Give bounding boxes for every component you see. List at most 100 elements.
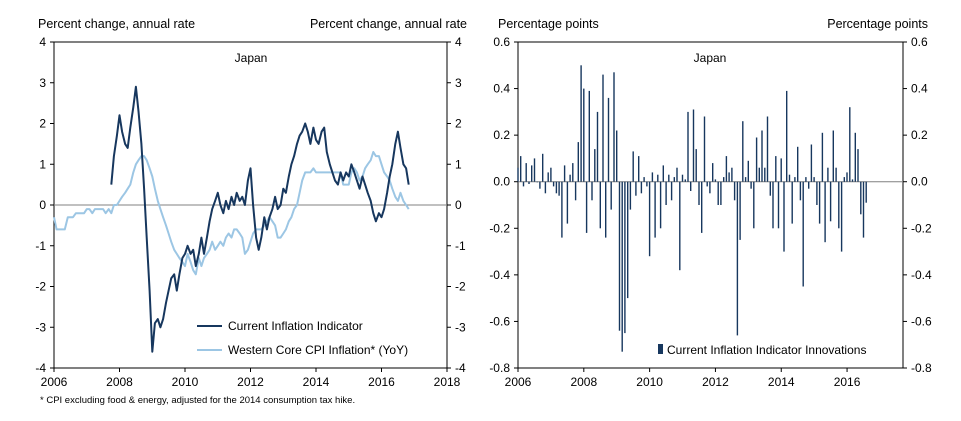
innovation-bar	[572, 163, 574, 182]
left-ytick-label-left: 1	[39, 157, 46, 171]
right-ytick-label-left: 0.4	[493, 82, 510, 96]
innovation-bar	[846, 172, 848, 182]
innovation-bar	[566, 181, 569, 224]
innovation-bar	[676, 167, 678, 182]
innovation-bar	[733, 181, 736, 201]
left-ytick-label-left: 4	[39, 35, 46, 49]
left-ytick-label-left: 3	[39, 76, 46, 90]
innovation-bar	[646, 181, 648, 187]
left-ytick-label-right: 0	[455, 198, 462, 212]
innovation-bar	[569, 174, 571, 182]
left-ytick-label-right: 3	[455, 76, 462, 90]
innovation-bar	[616, 130, 618, 182]
innovation-bar	[684, 179, 686, 182]
innovation-bar	[577, 142, 579, 182]
left-ytick-label-right: -1	[455, 239, 466, 253]
innovation-bar	[808, 181, 810, 189]
innovation-bar	[755, 137, 758, 182]
innovation-bar	[736, 181, 739, 336]
innovation-bar	[769, 181, 771, 196]
innovation-bar	[552, 181, 555, 187]
left-ylabel-left: Percent change, annual rate	[38, 17, 195, 31]
innovation-bar	[824, 181, 826, 243]
innovation-bar	[703, 116, 706, 182]
innovation-bar	[585, 181, 588, 233]
innovation-bar	[786, 90, 788, 182]
innovation-bar	[539, 181, 541, 189]
left-xtick-label: 2008	[106, 375, 133, 389]
innovation-bar	[772, 181, 774, 229]
left-xtick-label: 2012	[237, 375, 264, 389]
right-xtick-label: 2016	[834, 375, 861, 389]
left-ytick-label-right: -4	[455, 361, 466, 375]
innovation-bar	[698, 181, 700, 205]
innovation-bar	[561, 181, 563, 238]
innovation-bar	[547, 172, 549, 182]
innovation-bar	[533, 158, 536, 182]
left-ytick-label-right: 1	[455, 157, 462, 171]
right-xtick-label: 2010	[636, 375, 663, 389]
right-xtick-label: 2012	[702, 375, 729, 389]
innovation-bar	[618, 181, 621, 331]
innovation-bar	[840, 181, 843, 252]
right-ytick-label-left: 0.2	[493, 128, 510, 142]
innovation-bar	[695, 149, 697, 182]
left-chart-title: Japan	[235, 51, 268, 65]
right-ytick-label-right: -0.8	[911, 361, 932, 375]
innovation-bar	[818, 181, 821, 224]
innovation-bar	[574, 181, 577, 201]
innovation-bar	[813, 177, 815, 182]
innovation-bar	[643, 177, 645, 182]
innovation-bar	[670, 181, 673, 201]
innovation-bar	[668, 174, 670, 182]
innovation-bar	[594, 149, 596, 182]
innovation-bar	[635, 181, 637, 196]
innovation-bar	[659, 181, 662, 229]
left-ytick-label-left: -4	[35, 361, 46, 375]
innovation-bar	[851, 179, 854, 182]
innovation-bar	[728, 172, 730, 182]
innovation-bar	[627, 181, 629, 299]
innovation-bar	[640, 181, 643, 194]
innovation-bar	[624, 181, 626, 334]
right-xtick-label: 2014	[768, 375, 795, 389]
innovation-bar	[520, 156, 522, 182]
innovation-bar	[860, 181, 862, 215]
innovation-bar	[780, 158, 782, 182]
innovation-bar	[599, 181, 601, 229]
innovation-bar	[783, 181, 785, 252]
right-ylabel-left: Percentage points	[498, 17, 599, 31]
innovation-bar	[638, 156, 640, 182]
innovation-bar	[714, 179, 717, 182]
innovation-bar	[854, 132, 856, 182]
innovation-bar	[701, 181, 703, 233]
innovation-bar	[525, 163, 527, 182]
innovation-bar	[517, 167, 519, 182]
left-ytick-label-left: -2	[35, 280, 46, 294]
right-xtick-label: 2008	[570, 375, 597, 389]
left-xtick-label: 2014	[303, 375, 330, 389]
left-xtick-label: 2006	[41, 375, 68, 389]
innovation-bar	[580, 65, 582, 182]
innovation-bar	[865, 181, 867, 203]
innovation-bar	[605, 181, 607, 238]
left-xtick-label: 2010	[172, 375, 199, 389]
innovation-bar	[723, 177, 725, 182]
innovation-bar	[648, 181, 651, 257]
innovation-bar	[794, 177, 796, 182]
right-ytick-label-left: 0.0	[493, 175, 510, 189]
right-ytick-label-right: -0.6	[911, 314, 932, 328]
right-ytick-label-right: 0.0	[911, 175, 928, 189]
innovation-bar	[536, 181, 538, 183]
innovation-bar	[681, 174, 684, 182]
innovation-bar	[654, 181, 656, 238]
innovation-bar	[802, 181, 804, 287]
innovation-bar	[725, 156, 728, 182]
right-ytick-label-right: 0.6	[911, 35, 928, 49]
innovation-bar	[862, 181, 865, 238]
innovation-bar	[775, 156, 777, 182]
innovation-bar	[588, 90, 590, 182]
left-ytick-label-right: 4	[455, 35, 462, 49]
left-ytick-label-left: -3	[35, 320, 46, 334]
